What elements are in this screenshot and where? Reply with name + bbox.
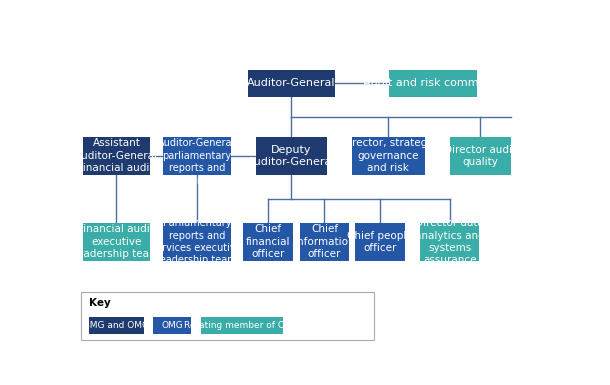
Text: Rotating member of OMG: Rotating member of OMG xyxy=(184,321,300,330)
FancyBboxPatch shape xyxy=(356,223,405,261)
FancyBboxPatch shape xyxy=(162,223,231,261)
Text: Chief
information
officer: Chief information officer xyxy=(294,224,355,259)
Text: SMG and OMG: SMG and OMG xyxy=(84,321,149,330)
FancyBboxPatch shape xyxy=(84,223,149,261)
FancyBboxPatch shape xyxy=(81,292,374,340)
Text: Financial audit
executive
leadership team: Financial audit executive leadership tea… xyxy=(74,224,159,259)
FancyBboxPatch shape xyxy=(420,223,479,261)
Text: Chief people
officer: Chief people officer xyxy=(347,231,413,253)
Text: Director data
analytics and
systems
assurance: Director data analytics and systems assu… xyxy=(415,218,484,265)
FancyBboxPatch shape xyxy=(248,70,335,97)
FancyBboxPatch shape xyxy=(90,316,144,334)
FancyBboxPatch shape xyxy=(300,223,350,261)
Text: Chief
financial
officer: Chief financial officer xyxy=(245,224,290,259)
FancyBboxPatch shape xyxy=(256,137,327,175)
FancyBboxPatch shape xyxy=(162,137,231,175)
Text: Audit and risk committee: Audit and risk committee xyxy=(362,78,504,88)
FancyBboxPatch shape xyxy=(450,137,511,175)
FancyBboxPatch shape xyxy=(389,70,477,97)
FancyBboxPatch shape xyxy=(351,137,425,175)
Text: Auditor-General: Auditor-General xyxy=(247,78,336,88)
Text: Assistant
Auditor-General
parliamentary
reports and
services: Assistant Auditor-General parliamentary … xyxy=(158,126,235,186)
Text: Assistant
Auditor-General
financial audit: Assistant Auditor-General financial audi… xyxy=(75,139,158,173)
Text: Director, strategic
governance
and risk: Director, strategic governance and risk xyxy=(341,139,436,173)
Text: Director audit
quality: Director audit quality xyxy=(445,145,517,167)
FancyBboxPatch shape xyxy=(243,223,293,261)
Text: OMG: OMG xyxy=(161,321,183,330)
FancyBboxPatch shape xyxy=(201,316,283,334)
Text: Parliamentary
reports and
services executive
leadership team: Parliamentary reports and services execu… xyxy=(151,218,242,265)
FancyBboxPatch shape xyxy=(153,316,191,334)
Text: Deputy
Auditor-General: Deputy Auditor-General xyxy=(247,145,336,167)
FancyBboxPatch shape xyxy=(84,137,149,175)
Text: Key: Key xyxy=(90,298,111,308)
